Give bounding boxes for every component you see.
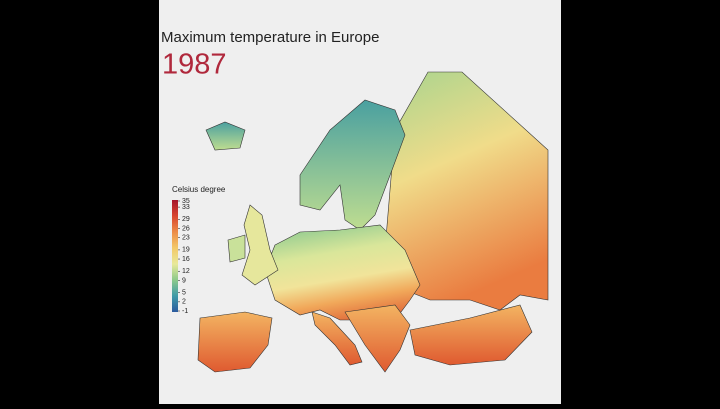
legend-tick-label: 33 — [182, 204, 190, 211]
legend-tick-label: 9 — [182, 277, 186, 284]
russia — [384, 71, 549, 311]
iceland — [205, 121, 246, 151]
color-bar — [172, 200, 178, 312]
legend-tick-label: 16 — [182, 256, 190, 263]
legend-tick-label: 29 — [182, 216, 190, 223]
turkey — [409, 304, 533, 366]
legend-tick-label: 19 — [182, 247, 190, 254]
legend-tick-label: -1 — [182, 308, 188, 315]
scandinavia — [299, 99, 406, 231]
legend-title: Celsius degree — [172, 185, 226, 194]
legend-tick-label: 35 — [182, 198, 190, 205]
legend-tick-label: 2 — [182, 299, 186, 306]
ireland — [227, 234, 246, 263]
map — [197, 71, 549, 373]
legend-tick-label: 5 — [182, 290, 186, 297]
legend-tick-label: 26 — [182, 225, 190, 232]
britain — [241, 204, 279, 286]
map-title: Maximum temperature in Europe — [161, 29, 379, 46]
iberia — [197, 311, 273, 373]
italy — [311, 311, 363, 366]
legend-tick-label: 23 — [182, 235, 190, 242]
year-label: 1987 — [162, 49, 227, 81]
balkans — [344, 304, 411, 373]
legend-tick-label: 12 — [182, 268, 190, 275]
